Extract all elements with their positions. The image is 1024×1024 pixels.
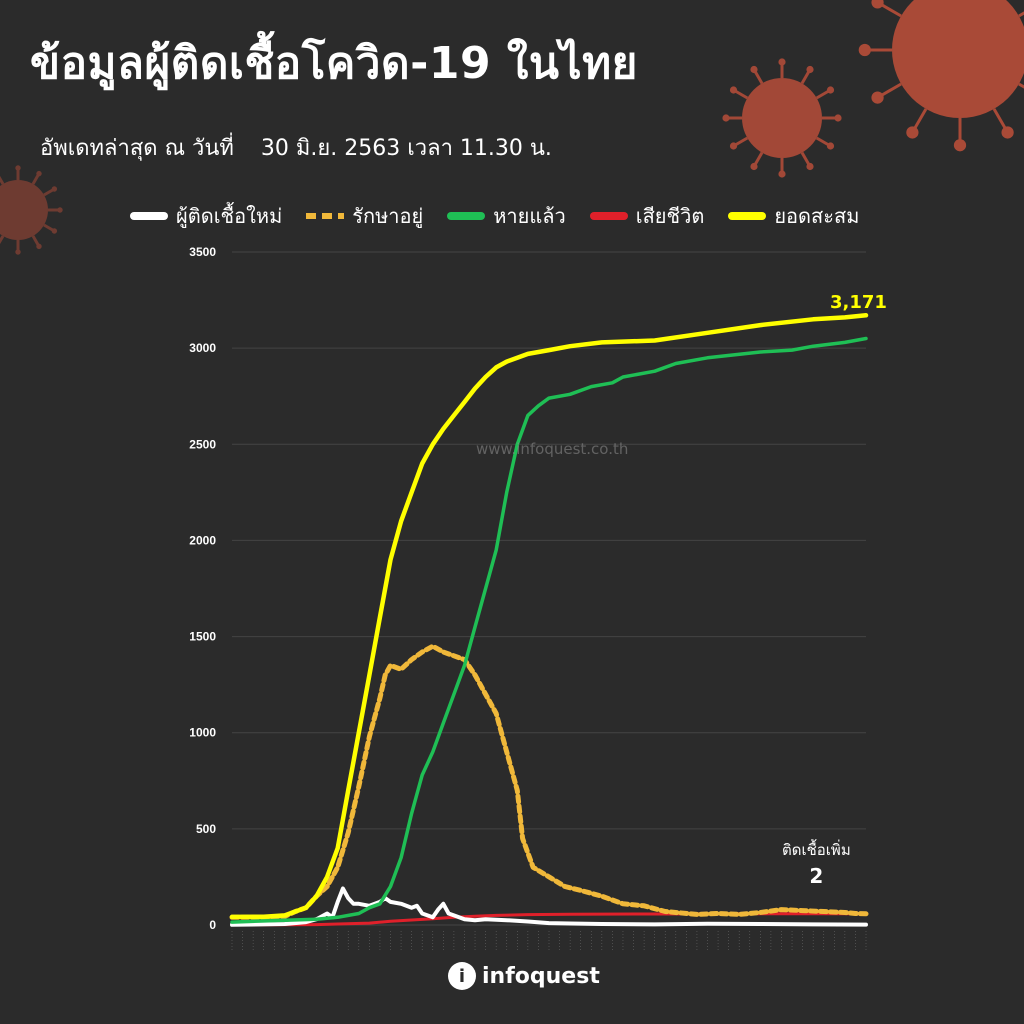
y-tick-label: 3500 xyxy=(189,245,216,259)
virus-spike-tip xyxy=(778,58,786,66)
virus-spike-tip xyxy=(826,86,835,94)
y-tick-label: 1000 xyxy=(189,726,216,740)
virus-spike xyxy=(0,235,5,245)
virus-spike-tip xyxy=(36,243,42,250)
watermark: www.infoquest.co.th xyxy=(476,440,629,458)
page-title: ข้อมูลผู้ติดเชื้อโควิด-19 ในไทย xyxy=(30,38,638,89)
legend-item-new-cases: ผู้ติดเชื้อใหม่ xyxy=(130,200,282,232)
series-line-3 xyxy=(230,912,868,927)
legend-item-deaths: เสียชีวิต xyxy=(589,200,705,232)
y-tick-label: 1500 xyxy=(189,630,216,644)
new-infection-label: ติดเชื้อเพิ่ม xyxy=(782,841,851,859)
virus-spike xyxy=(879,2,902,18)
brand-logo: i infoquest xyxy=(448,962,600,990)
virus-spike xyxy=(1018,82,1024,89)
virus-spike xyxy=(879,82,902,98)
virus-icon xyxy=(0,165,63,255)
brand-name: infoquest xyxy=(482,963,600,989)
virus-spike xyxy=(992,108,1008,131)
update-datetime: 30 มิ.ย. 2563 เวลา 11.30 น. xyxy=(260,136,552,161)
legend-item-recovered: หายแล้ว xyxy=(447,200,566,232)
virus-spike-tip xyxy=(51,186,58,192)
y-tick-label: 2500 xyxy=(189,437,216,451)
update-prefix: อัพเดทล่าสุด ณ วันที่ xyxy=(40,136,234,161)
virus-decoration-large xyxy=(0,0,1024,255)
legend-label-active: รักษาอยู่ xyxy=(352,204,424,228)
series-line-1 xyxy=(229,643,869,920)
virus-spike xyxy=(31,235,40,246)
legend-label-cumulative: ยอดสะสม xyxy=(774,204,860,228)
virus-body xyxy=(0,180,48,240)
virus-icon xyxy=(722,58,842,178)
virus-spike-tip xyxy=(36,170,42,177)
virus-spike xyxy=(43,188,54,197)
legend-item-active: รักษาอยู่ xyxy=(306,200,423,232)
virus-spike-tip xyxy=(750,65,758,74)
virus-spike-tip xyxy=(871,0,884,9)
legend-label-recovered: หายแล้ว xyxy=(493,204,566,228)
y-tick-label: 3000 xyxy=(189,341,216,355)
virus-spike xyxy=(800,70,811,85)
legend-swatch-cumulative xyxy=(728,212,767,220)
virus-icon xyxy=(858,0,1024,152)
chart-legend: ผู้ติดเชื้อใหม่ รักษาอยู่ หายแล้ว เสียชี… xyxy=(130,200,859,232)
virus-spike-tip xyxy=(51,228,58,234)
virus-spike-tip xyxy=(722,114,730,122)
y-tick-label: 500 xyxy=(196,822,216,836)
virus-spike-tip xyxy=(906,126,919,139)
virus-spike-tip xyxy=(806,65,814,74)
legend-swatch-deaths xyxy=(589,212,628,220)
virus-spike-tip xyxy=(15,165,21,171)
virus-spike-tip xyxy=(953,139,967,152)
virus-spike xyxy=(800,151,811,166)
info-icon: i xyxy=(448,962,476,990)
legend-swatch-recovered xyxy=(447,212,486,220)
virus-spike xyxy=(43,223,54,232)
legend-label-new-cases: ผู้ติดเชื้อใหม่ xyxy=(176,204,283,228)
new-infection-value: 2 xyxy=(809,864,824,888)
virus-spike-tip xyxy=(834,114,842,122)
virus-spike xyxy=(912,108,928,131)
virus-body xyxy=(892,0,1024,118)
series-line-0 xyxy=(230,886,868,927)
virus-spike xyxy=(815,89,830,100)
y-tick-label: 2000 xyxy=(189,533,216,547)
series-line-4 xyxy=(229,313,869,920)
virus-spike-tip xyxy=(1001,126,1014,139)
y-tick-label: 0 xyxy=(209,918,216,932)
update-subtitle: อัพเดทล่าสุด ณ วันที่ 30 มิ.ย. 2563 เวลา… xyxy=(40,130,552,165)
virus-spike-tip xyxy=(858,43,871,57)
legend-swatch-new-cases xyxy=(130,212,168,220)
legend-item-cumulative: ยอดสะสม xyxy=(728,200,859,232)
virus-spike-tip xyxy=(778,170,786,178)
virus-spike-tip xyxy=(806,162,814,171)
virus-spike-tip xyxy=(826,142,835,150)
virus-spike xyxy=(815,136,830,147)
virus-spike-tip xyxy=(750,162,758,171)
virus-spike xyxy=(1018,11,1024,18)
legend-label-deaths: เสียชีวิต xyxy=(635,204,705,228)
virus-spike xyxy=(0,175,5,185)
virus-spike xyxy=(753,70,764,85)
virus-spike-tip xyxy=(15,249,21,255)
virus-spike-tip xyxy=(871,91,884,104)
virus-spike xyxy=(734,89,749,100)
virus-spike xyxy=(753,151,764,166)
legend-swatch-active xyxy=(306,213,345,219)
final-total-label: 3,171 xyxy=(830,292,887,313)
virus-spike-tip xyxy=(729,86,738,94)
virus-spike-tip xyxy=(729,142,738,150)
virus-spike xyxy=(734,136,749,147)
virus-spike xyxy=(31,174,40,185)
series-line-2 xyxy=(230,336,868,924)
virus-spike-tip xyxy=(57,207,63,213)
virus-body xyxy=(742,78,822,158)
new-infection-note: ติดเชื้อเพิ่ม 2 xyxy=(782,838,851,888)
